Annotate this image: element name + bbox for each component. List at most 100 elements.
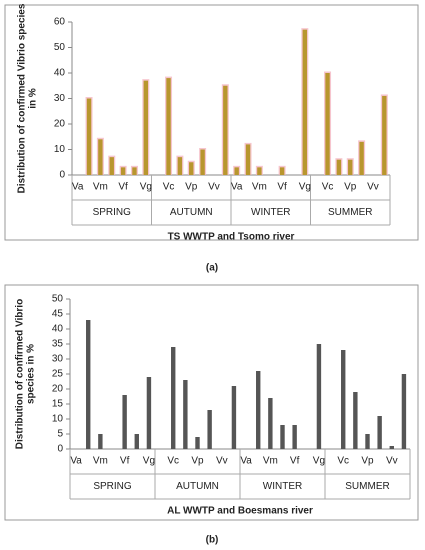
bar xyxy=(382,95,387,175)
x-tick-label: Vf xyxy=(118,182,128,193)
y-tick-label: 50 xyxy=(54,42,66,53)
group-label: SPRING xyxy=(93,481,132,492)
bar xyxy=(132,167,137,175)
x-tick-label: Va xyxy=(240,456,252,467)
bar xyxy=(200,149,205,175)
bar xyxy=(279,167,285,175)
bar xyxy=(268,398,273,449)
x-tick-label: Va xyxy=(70,456,82,467)
y-tick-label: 10 xyxy=(52,414,64,425)
group-label: AUTUMN xyxy=(170,207,213,218)
y-tick-label: 40 xyxy=(52,324,64,335)
bar xyxy=(325,73,330,175)
y-tick-label: 20 xyxy=(52,384,64,395)
x-tick-label: Vp xyxy=(361,456,374,467)
bar xyxy=(245,144,251,175)
bar xyxy=(377,416,382,449)
bar xyxy=(171,347,176,449)
x-tick-label: Vv xyxy=(216,456,228,467)
x-tick-label: Vm xyxy=(252,182,267,193)
x-tick-label: Vv xyxy=(367,182,379,193)
y-tick-label: 0 xyxy=(57,444,63,455)
x-tick-label: Vf xyxy=(277,182,287,193)
bar xyxy=(98,139,103,175)
group-label: WINTER xyxy=(263,481,302,492)
x-tick-label: Vm xyxy=(93,182,108,193)
x-tick-label: Vv xyxy=(208,182,220,193)
bar xyxy=(146,377,152,449)
y-tick-label: 15 xyxy=(52,399,64,410)
bar xyxy=(223,85,228,175)
bar xyxy=(177,157,183,175)
bar xyxy=(256,371,261,449)
bar xyxy=(86,98,92,175)
x-tick-label: Vp xyxy=(344,182,357,193)
bar xyxy=(341,350,346,449)
x-tick-label: Vc xyxy=(322,182,334,193)
y-axis-title: Distribution of confirmed Vibrio species xyxy=(17,3,28,193)
y-axis-title: species in % xyxy=(26,344,37,404)
x-tick-label: Va xyxy=(72,182,84,193)
y-tick-label: 30 xyxy=(52,354,64,365)
y-tick-label: 60 xyxy=(54,17,66,28)
bar xyxy=(257,167,262,175)
y-tick-label: 50 xyxy=(52,294,64,305)
group-label: SUMMER xyxy=(328,207,372,218)
bar xyxy=(183,380,188,449)
x-tick-label: Vg xyxy=(299,182,311,193)
bar xyxy=(109,157,114,175)
bar xyxy=(134,434,139,449)
x-tick-label: Vg xyxy=(143,456,155,467)
y-tick-label: 5 xyxy=(57,429,63,440)
bar xyxy=(234,167,239,175)
y-tick-label: 10 xyxy=(54,144,66,155)
x-tick-label: Vp xyxy=(191,456,204,467)
x-tick-label: Vc xyxy=(337,456,349,467)
bar xyxy=(292,425,297,449)
group-label: SPRING xyxy=(93,207,132,218)
x-axis-title: TS WWTP and Tsomo river xyxy=(168,232,295,243)
group-label: AUTUMN xyxy=(176,481,219,492)
bar xyxy=(365,434,370,449)
x-tick-label: Vf xyxy=(120,456,130,467)
y-tick-label: 45 xyxy=(52,309,64,320)
y-tick-label: 20 xyxy=(54,119,66,130)
bar xyxy=(353,392,358,449)
x-tick-label: Vg xyxy=(140,182,152,193)
y-tick-label: 30 xyxy=(54,93,66,104)
y-tick-label: 0 xyxy=(59,170,65,181)
bar xyxy=(189,162,194,175)
chart-frame xyxy=(4,4,419,241)
x-tick-label: Vv xyxy=(386,456,398,467)
bar xyxy=(401,374,407,449)
bar xyxy=(389,446,394,449)
caption: (a) xyxy=(206,263,218,274)
bar xyxy=(143,80,149,175)
bar xyxy=(336,159,342,175)
bar xyxy=(166,78,171,175)
x-tick-label: Vf xyxy=(290,456,300,467)
x-tick-label: Vp xyxy=(185,182,198,193)
x-tick-label: Vc xyxy=(167,456,179,467)
y-tick-label: 35 xyxy=(52,339,64,350)
x-axis-title: AL WWTP and Boesmans river xyxy=(167,506,313,517)
bar xyxy=(231,386,237,449)
x-tick-label: Va xyxy=(231,182,243,193)
y-axis-title: in % xyxy=(28,88,39,109)
bar xyxy=(359,141,364,175)
bar xyxy=(98,434,103,449)
bar xyxy=(348,159,353,175)
y-axis-title: Distribution of confirmed Vibrio xyxy=(15,299,26,449)
group-label: SUMMER xyxy=(345,481,389,492)
caption: (b) xyxy=(206,535,219,546)
bar xyxy=(316,344,322,449)
x-tick-label: Vg xyxy=(313,456,325,467)
x-tick-label: Vm xyxy=(93,456,108,467)
bar xyxy=(86,320,91,449)
bar xyxy=(120,167,126,175)
bar xyxy=(122,395,127,449)
bar xyxy=(280,425,285,449)
x-tick-label: Vm xyxy=(263,456,278,467)
bar xyxy=(195,437,200,449)
